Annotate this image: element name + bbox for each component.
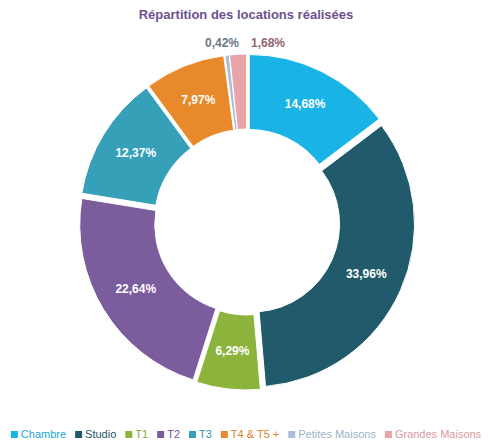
data-label: 6,29% xyxy=(215,344,249,358)
legend-item: Petites Maisons xyxy=(288,428,376,440)
title: Répartition des locations réalisées xyxy=(139,7,354,22)
data-label: 33,96% xyxy=(346,267,387,281)
slices xyxy=(80,54,415,390)
legend-swatch xyxy=(221,431,228,438)
data-label: 7,97% xyxy=(181,93,215,107)
legend-swatch xyxy=(125,431,132,438)
legend-swatch xyxy=(288,431,295,438)
data-label: 22,64% xyxy=(115,282,156,296)
slice xyxy=(230,54,247,129)
legend-label: Chambre xyxy=(21,428,66,440)
data-label: 12,37% xyxy=(115,146,156,160)
legend-swatch xyxy=(157,431,164,438)
data-label: 0,42% xyxy=(205,36,239,50)
legend-item: Grandes Maisons xyxy=(385,428,482,440)
slice xyxy=(80,198,216,379)
legend-item: Chambre xyxy=(11,428,66,440)
data-label: 1,68% xyxy=(251,36,285,50)
legend-swatch xyxy=(11,431,18,438)
legend: Chambre Studio T1 T2 T3 T4 & T5 + Petites Mais… xyxy=(11,428,482,440)
legend-label: Petites Maisons xyxy=(298,428,376,440)
legend-label: Grandes Maisons xyxy=(395,428,482,440)
legend-label: Studio xyxy=(85,428,116,440)
legend-swatch xyxy=(75,431,82,438)
data-labels: 14,68% 33,96% 6,29% 22,64% 12,37% 7,97% 0,42% 1… xyxy=(115,36,387,358)
slice xyxy=(149,56,234,147)
legend-item: Studio xyxy=(75,428,116,440)
legend-label: T2 xyxy=(167,428,180,440)
chart: Répartition des locations réalisées 14,68… xyxy=(0,0,492,447)
slice xyxy=(259,126,414,387)
legend-item: T4 & T5 + xyxy=(221,428,279,440)
legend-item: T3 xyxy=(189,428,212,440)
legend-label: T4 & T5 + xyxy=(231,428,279,440)
legend-label: T3 xyxy=(199,428,212,440)
legend-item: T1 xyxy=(125,428,148,440)
legend-swatch xyxy=(189,431,196,438)
legend-label: T1 xyxy=(135,428,148,440)
legend-swatch xyxy=(385,431,392,438)
legend-item: T2 xyxy=(157,428,180,440)
data-label: 14,68% xyxy=(285,97,326,111)
